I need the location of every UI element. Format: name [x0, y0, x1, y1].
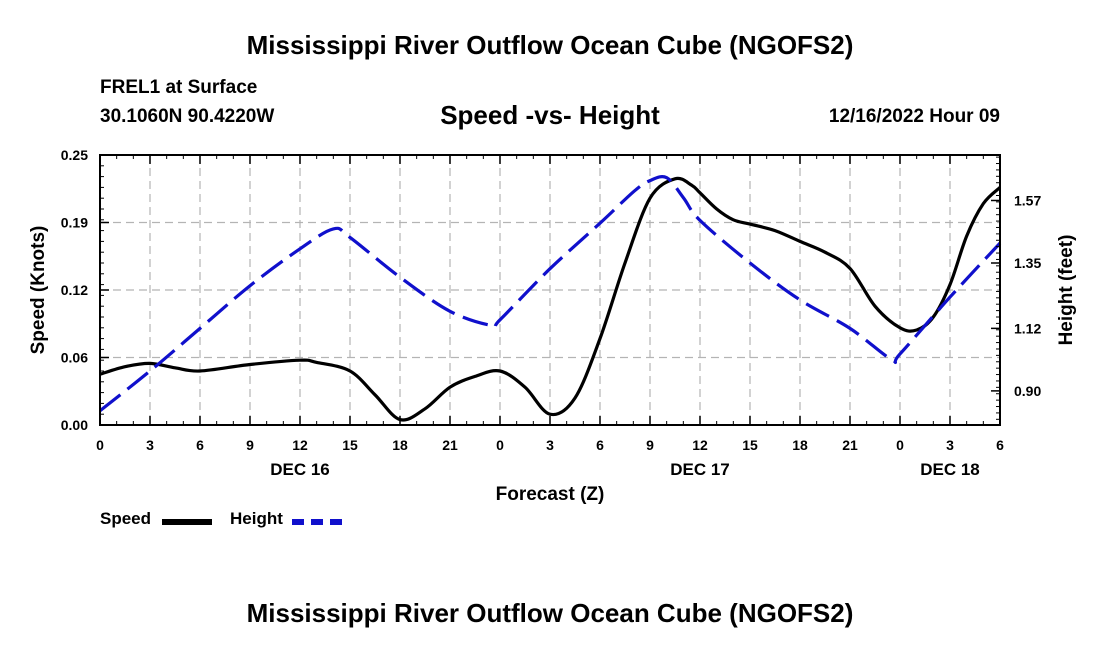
height-series-line — [99, 175, 1002, 413]
x-tick-label: 6 — [596, 437, 604, 453]
x-tick-label: 12 — [292, 437, 308, 453]
legend-height-label: Height — [230, 509, 283, 528]
x-tick-label: 12 — [692, 437, 708, 453]
x-tick-label: 9 — [646, 437, 654, 453]
station-name: FREL1 at Surface — [100, 77, 258, 98]
legend-speed-label: Speed — [100, 509, 152, 528]
x-tick-label: 6 — [196, 437, 204, 453]
grid — [100, 155, 1000, 425]
station-coordinates: 30.1060N 90.4220W — [100, 106, 275, 127]
x-axis-title: Forecast (Z) — [496, 484, 605, 505]
x-tick-label: 6 — [996, 437, 1004, 453]
y-tick-label: 0.06 — [61, 350, 88, 366]
y-tick-label: 0.19 — [61, 215, 88, 231]
chart-title: Mississippi River Outflow Ocean Cube (NG… — [246, 30, 854, 60]
day-label: DEC 17 — [670, 460, 730, 479]
x-tick-label: 0 — [496, 437, 504, 453]
x-tick-label: 18 — [792, 437, 808, 453]
chart-subtitle: Speed -vs- Height — [440, 100, 660, 130]
x-tick-label: 3 — [546, 437, 554, 453]
y-axis-title-left: Speed (Knots) — [28, 226, 49, 355]
x-tick-label: 21 — [442, 437, 458, 453]
forecast-timestamp: 12/16/2022 Hour 09 — [828, 106, 1000, 127]
x-tick-label: 0 — [96, 437, 104, 453]
x-tick-label: 9 — [246, 437, 254, 453]
x-tick-label: 3 — [946, 437, 954, 453]
x-tick-label: 21 — [842, 437, 858, 453]
x-tick-label: 0 — [896, 437, 904, 453]
speed-series-line — [99, 176, 1002, 422]
series-layer — [99, 175, 1002, 422]
y-right-tick-label: 1.12 — [1014, 320, 1041, 336]
y-tick-label: 0.12 — [61, 282, 88, 298]
y-right-tick-label: 1.57 — [1014, 192, 1041, 208]
x-tick-label: 15 — [742, 437, 758, 453]
x-tick-label: 3 — [146, 437, 154, 453]
footer-title: Mississippi River Outflow Ocean Cube (NG… — [246, 598, 854, 628]
axes: 0 3 6 9 12 15 18 21 0 3 6 9 12 15 18 21 0 3 6 DEC 16 DEC 17 D… — [61, 147, 1042, 479]
y-right-tick-label: 0.90 — [1014, 383, 1041, 399]
legend-speed-swatch — [162, 519, 212, 525]
y-tick-label: 0.25 — [61, 147, 88, 163]
y-axis-title-right: Height (feet) — [1056, 235, 1077, 346]
y-right-tick-label: 1.35 — [1014, 255, 1041, 271]
day-label: DEC 16 — [270, 460, 330, 479]
legend-height-swatch — [292, 519, 342, 525]
day-label: DEC 18 — [920, 460, 980, 479]
y-tick-label: 0.00 — [61, 417, 88, 433]
x-tick-label: 18 — [392, 437, 408, 453]
x-tick-label: 15 — [342, 437, 358, 453]
